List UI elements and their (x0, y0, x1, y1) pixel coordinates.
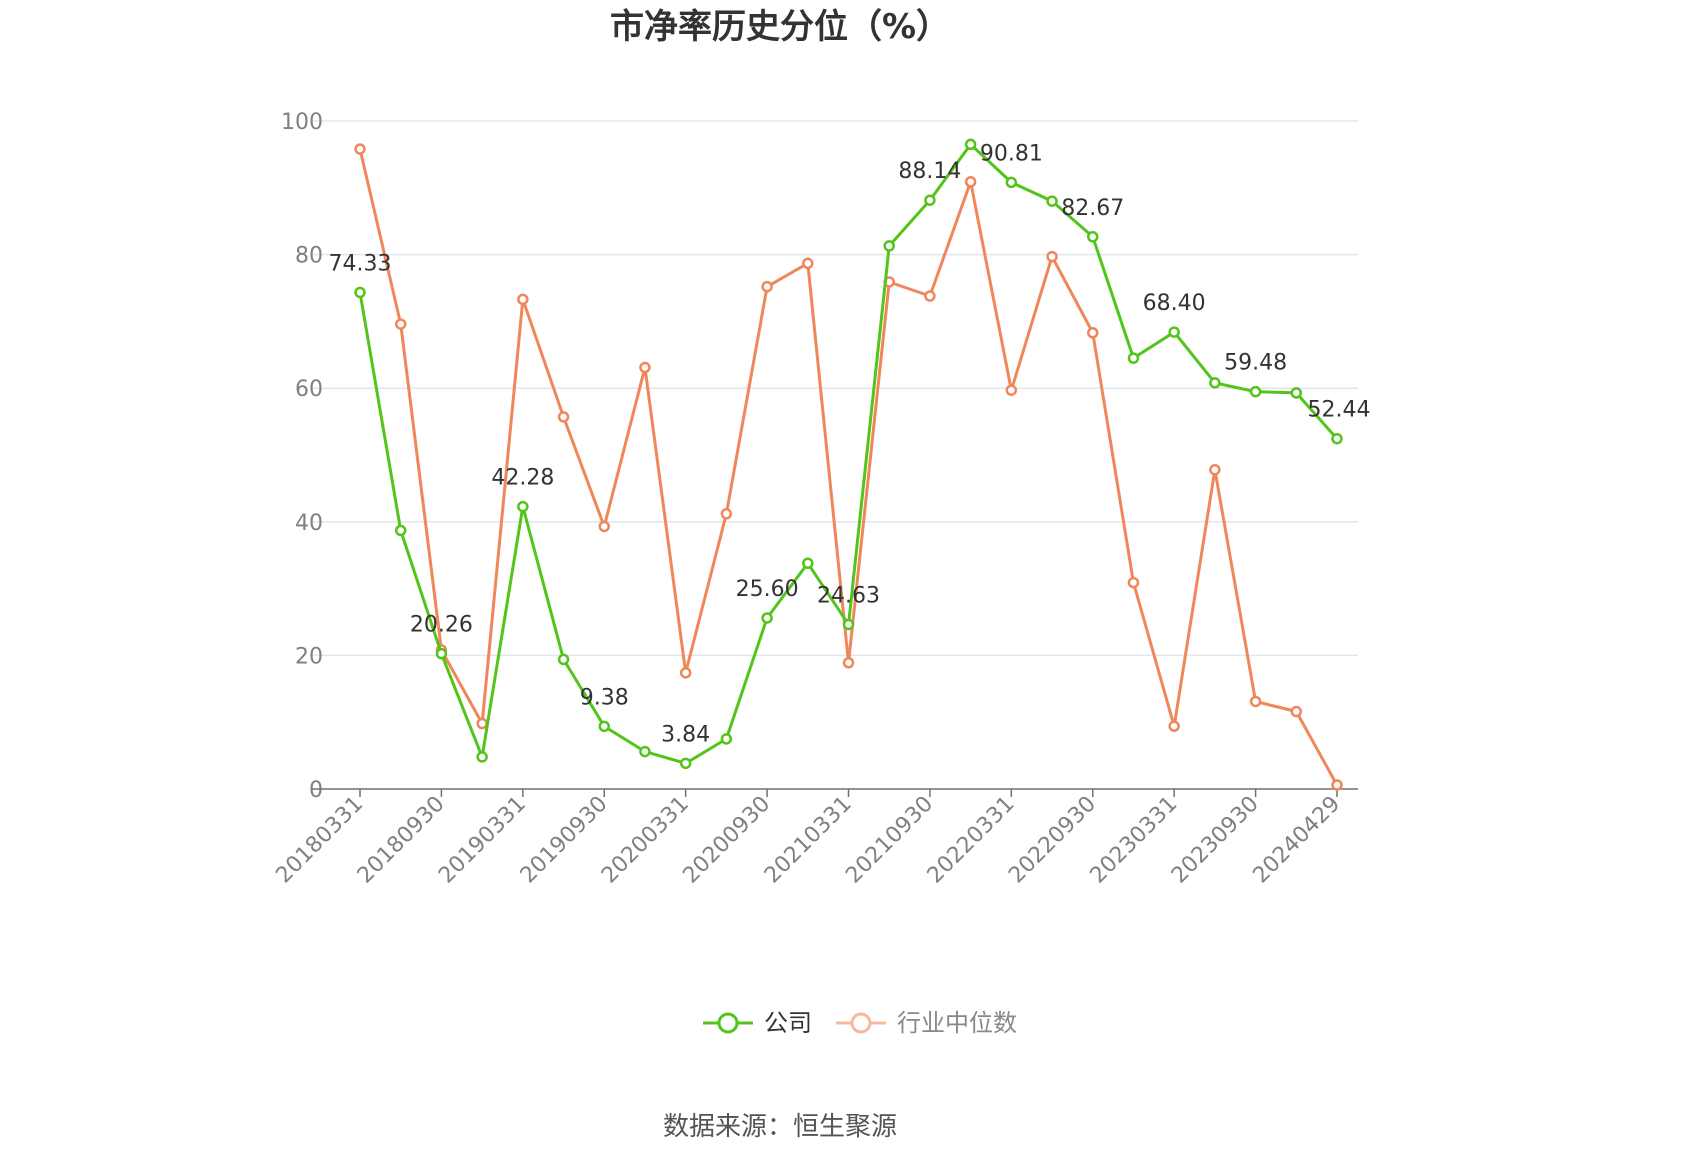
series-point-0 (842, 618, 855, 631)
legend-label: 行业中位数 (897, 1009, 1017, 1037)
series-point-1 (557, 411, 570, 423)
y-tick-label: 0 (309, 778, 323, 803)
series-point-0 (924, 194, 936, 206)
legend-item-0[interactable]: 公司 (703, 1009, 812, 1037)
y-tick-label: 80 (295, 244, 323, 269)
chart-title: 市净率历史分位（%） (610, 7, 950, 47)
data-label: 59.48 (1224, 351, 1287, 376)
series-point-0 (557, 653, 570, 666)
legend-label: 公司 (764, 1009, 812, 1037)
y-tick-label: 20 (295, 644, 323, 669)
x-tick-label: 20190331 (434, 792, 531, 889)
data-label: 24.63 (817, 583, 880, 608)
x-tick-label: 20190930 (516, 792, 613, 889)
series-point-0 (802, 557, 814, 569)
series-point-0 (1087, 231, 1099, 243)
series-point-0 (1168, 326, 1180, 338)
x-tick-label: 20210930 (841, 792, 938, 889)
series-point-1 (1087, 327, 1099, 339)
y-tick-label: 40 (295, 511, 323, 536)
y-tick-label: 100 (281, 110, 323, 135)
series-point-0 (435, 647, 448, 660)
series-point-1 (598, 520, 610, 533)
series-point-0 (639, 745, 651, 758)
series-point-1 (517, 293, 529, 306)
data-label: 74.33 (329, 251, 392, 276)
series-point-1 (924, 290, 936, 302)
data-labels: 74.33 20.26 42.28 9.38 3.84 25.60 24.63 88.14 90… (329, 141, 1371, 747)
series-point-1 (394, 318, 407, 330)
series-point-1 (1005, 384, 1018, 396)
legend-item-1[interactable]: 行业中位数 (836, 1009, 1017, 1037)
series-point-0 (476, 751, 488, 763)
data-source: 数据来源：恒生聚源 (663, 1112, 897, 1142)
data-label: 88.14 (898, 159, 961, 184)
series-point-0 (883, 240, 895, 252)
series-point-0 (1290, 387, 1303, 399)
data-label: 42.28 (491, 466, 554, 491)
series-point-1 (354, 143, 366, 155)
series-point-0 (517, 500, 529, 513)
series-point-0 (598, 720, 610, 733)
series-point-1 (964, 176, 977, 188)
series-point-1 (679, 667, 692, 679)
series-point-0 (1209, 377, 1221, 389)
x-tick-label: 20180331 (271, 792, 368, 889)
series-point-0 (1249, 385, 1262, 398)
data-label: 3.84 (661, 722, 710, 747)
series-point-0 (354, 286, 366, 299)
series-point-1 (761, 280, 773, 293)
series-point-0 (1331, 432, 1343, 445)
data-label: 68.40 (1143, 291, 1206, 316)
data-label: 52.44 (1308, 398, 1371, 423)
data-label: 20.26 (410, 613, 473, 638)
data-label: 82.67 (1061, 196, 1124, 221)
x-tick-label: 20200930 (678, 792, 775, 889)
grid-lines (312, 120, 1358, 657)
series-point-1 (842, 656, 855, 669)
series-point-0 (1127, 352, 1140, 364)
axes: 0 20 40 60 80 100 2018033120180930201903312019… (271, 110, 1358, 888)
series-point-0 (1005, 176, 1018, 189)
series-layer (354, 138, 1343, 791)
series-point-1 (720, 508, 733, 520)
series-point-1 (1290, 705, 1303, 718)
legend-marker (850, 1012, 872, 1034)
series-point-0 (679, 757, 692, 770)
legend-marker (717, 1012, 739, 1034)
series-point-1 (1046, 250, 1058, 263)
x-tick-label: 20220930 (1004, 792, 1101, 889)
x-tick-label: 20230331 (1086, 792, 1183, 889)
series-point-1 (802, 257, 814, 270)
series-point-0 (394, 524, 407, 537)
data-label: 25.60 (736, 577, 799, 602)
series-point-1 (639, 361, 651, 374)
data-label: 9.38 (580, 685, 629, 710)
series-point-0 (720, 733, 733, 745)
x-tick-label: 20180930 (353, 792, 450, 889)
legend[interactable]: 公司 行业中位数 (703, 1009, 1017, 1037)
x-tick-label: 20240429 (1248, 792, 1345, 889)
x-tick-label: 20230930 (1167, 792, 1264, 889)
x-tick-label: 20200331 (597, 792, 694, 889)
x-tick-label: 20210331 (760, 792, 857, 889)
series-point-0 (761, 612, 773, 624)
series-point-1 (1168, 720, 1180, 732)
series-point-1 (1209, 463, 1221, 476)
x-tick-label: 20220331 (923, 792, 1020, 889)
series-point-1 (1331, 779, 1343, 791)
series-point-1 (476, 717, 488, 730)
series-point-0 (1046, 195, 1058, 207)
series-point-1 (1249, 695, 1262, 708)
data-label: 90.81 (980, 141, 1043, 166)
series-point-0 (964, 138, 977, 151)
series-point-1 (1127, 576, 1140, 589)
y-tick-label: 60 (295, 377, 323, 402)
